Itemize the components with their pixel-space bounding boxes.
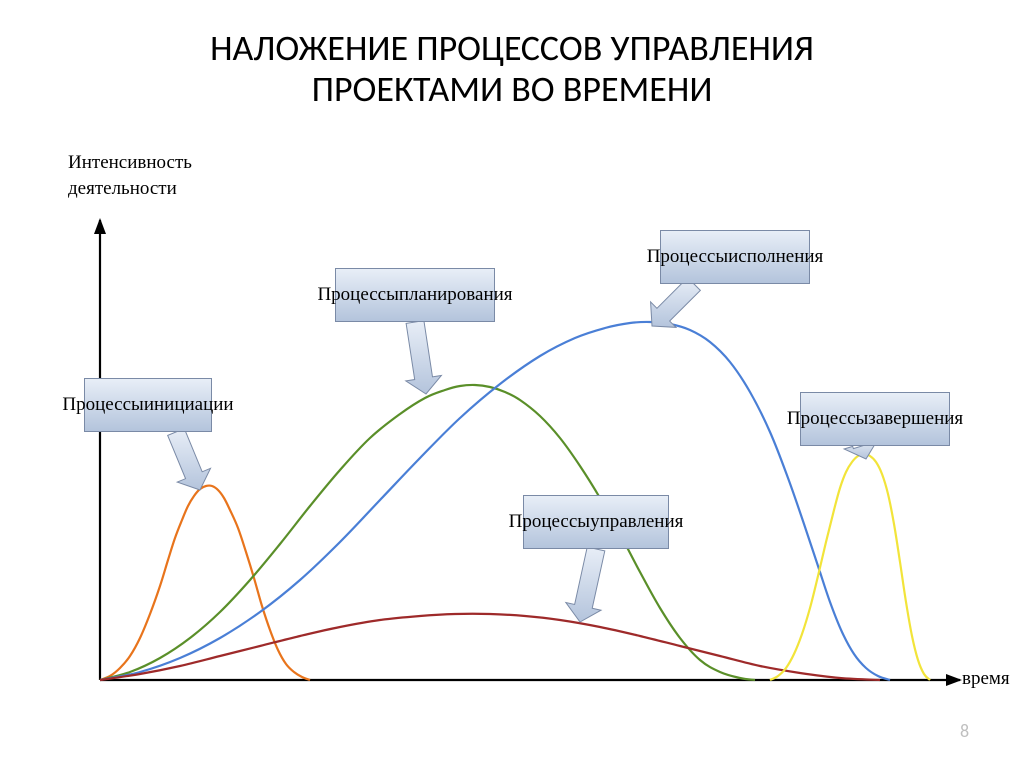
curve-initiation	[100, 486, 310, 680]
callout-planning-line1: Процессы	[317, 284, 398, 306]
curve-execution	[100, 322, 890, 680]
curve-management	[100, 614, 880, 680]
callout-planning: Процессыпланирования	[335, 268, 495, 322]
callout-initiation-line2: инициации	[144, 394, 234, 416]
callout-execution-line1: Процессы	[647, 246, 728, 268]
callout-closing: Процессызавершения	[800, 392, 950, 446]
callout-initiation: Процессыинициации	[84, 378, 212, 432]
callout-management-line2: управления	[590, 511, 683, 533]
callout-pointer-initiation	[168, 429, 211, 490]
page-number: 8	[960, 720, 969, 742]
slide: НАЛОЖЕНИЕ ПРОЦЕССОВ УПРАВЛЕНИЯ ПРОЕКТАМИ…	[0, 0, 1024, 767]
callout-execution-line2: исполнения	[728, 246, 823, 268]
callout-execution: Процессыисполнения	[660, 230, 810, 284]
callout-closing-line2: завершения	[868, 408, 963, 430]
callout-pointer-execution	[651, 278, 701, 328]
callout-management-line1: Процессы	[509, 511, 590, 533]
callout-initiation-line1: Процессы	[62, 394, 143, 416]
callout-management: Процессыуправления	[523, 495, 669, 549]
callout-pointer-management	[566, 547, 605, 622]
callout-planning-line2: планирования	[399, 284, 513, 306]
callout-closing-line1: Процессы	[787, 408, 868, 430]
callout-pointer-planning	[406, 321, 442, 394]
